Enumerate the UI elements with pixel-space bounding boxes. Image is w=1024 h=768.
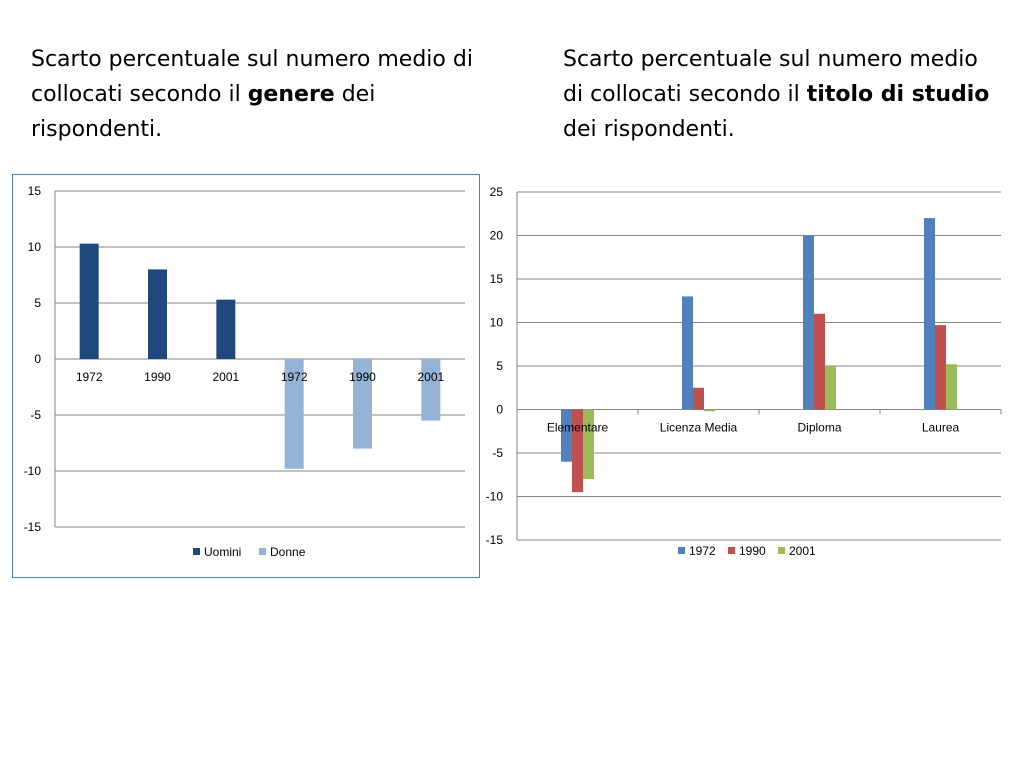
title-gender: Scarto percentuale sul numero medio di c… xyxy=(31,42,501,147)
chart-education: 25 20 15 10 5 0 -5 -10 -15 Elementare Licenza Medi… xyxy=(484,174,1014,578)
x-category-label: 2001 xyxy=(212,370,239,384)
legend-label: 1990 xyxy=(739,544,766,558)
y-tick-label: 15 xyxy=(28,184,42,198)
bar-donne-1972 xyxy=(284,359,304,469)
legend-label: Uomini xyxy=(204,545,241,559)
bar-2001-elementare xyxy=(583,409,594,480)
legend-swatch-1990 xyxy=(728,547,735,554)
title-gender-text-after: dei rispondenti. xyxy=(31,82,376,142)
legend-label: 1972 xyxy=(689,544,716,558)
x-category-label: 1990 xyxy=(349,370,376,384)
y-tick-label: -15 xyxy=(486,533,504,547)
y-tick-label: 0 xyxy=(34,352,41,366)
legend-label: Donne xyxy=(270,545,306,559)
y-tick-label: 15 xyxy=(490,272,504,286)
bar-donne-1990 xyxy=(353,359,372,449)
bar-donne-2001 xyxy=(421,359,441,421)
x-category-label: Licenza Media xyxy=(660,421,738,435)
x-category-label: Elementare xyxy=(547,421,609,435)
legend-swatch-2001 xyxy=(778,547,785,554)
bar-1990-diploma xyxy=(814,313,825,410)
title-education-text-before: Scarto percentuale sul numero medio di c… xyxy=(563,47,978,107)
legend-swatch-donne xyxy=(259,548,266,555)
bar-1972-licenza-media xyxy=(682,296,693,410)
bar-2001-laurea xyxy=(946,364,957,410)
y-tick-label: -5 xyxy=(30,408,41,422)
title-education: Scarto percentuale sul numero medio di c… xyxy=(563,42,993,147)
chart-gender-svg: 15 10 5 0 -5 -10 -15 1972 1990 2001 1972 1990 2001 Uo… xyxy=(24,184,465,559)
title-gender-bold: genere xyxy=(247,82,335,107)
y-tick-label: -10 xyxy=(24,464,42,478)
y-tick-label: 20 xyxy=(490,229,504,243)
bar-1990-elementare xyxy=(572,409,583,493)
y-tick-label: -15 xyxy=(24,520,42,534)
y-tick-label: 25 xyxy=(490,185,504,199)
bar-1972-elementare xyxy=(561,409,572,462)
y-tick-label: 10 xyxy=(490,316,504,330)
bar-2001-diploma xyxy=(825,366,836,410)
title-gender-text-before: Scarto percentuale sul numero medio di c… xyxy=(31,47,473,107)
bar-uomini-1990 xyxy=(148,269,167,359)
legend-label: 2001 xyxy=(789,544,816,558)
title-education-bold: titolo di studio xyxy=(806,82,990,107)
chart-education-svg: 25 20 15 10 5 0 -5 -10 -15 Elementare Licenza Medi… xyxy=(486,185,1002,558)
bar-1990-laurea xyxy=(935,325,946,410)
title-education-text-after: dei rispondenti. xyxy=(563,117,735,142)
x-category-label: Diploma xyxy=(797,421,841,435)
x-category-label: 1972 xyxy=(281,370,308,384)
x-category-label: Laurea xyxy=(922,421,960,435)
bar-2001-licenza-media xyxy=(704,409,715,412)
bar-1972-laurea xyxy=(924,218,935,410)
x-category-label: 1972 xyxy=(76,370,103,384)
legend-swatch-1972 xyxy=(678,547,685,554)
bar-1972-diploma xyxy=(803,235,814,410)
bar-1990-licenza-media xyxy=(693,387,704,410)
bar-uomini-1972 xyxy=(79,243,99,359)
y-tick-label: 5 xyxy=(496,359,503,373)
bar-uomini-2001 xyxy=(216,299,236,359)
chart-gender: 15 10 5 0 -5 -10 -15 1972 1990 2001 1972 1990 2001 Uo… xyxy=(12,174,480,578)
y-tick-label: 10 xyxy=(28,240,42,254)
x-category-label: 1990 xyxy=(144,370,171,384)
x-category-label: 2001 xyxy=(417,370,444,384)
y-tick-label: -10 xyxy=(486,490,504,504)
y-tick-label: 0 xyxy=(496,403,503,417)
legend-swatch-uomini xyxy=(193,548,200,555)
y-tick-label: -5 xyxy=(492,446,503,460)
y-tick-label: 5 xyxy=(34,296,41,310)
